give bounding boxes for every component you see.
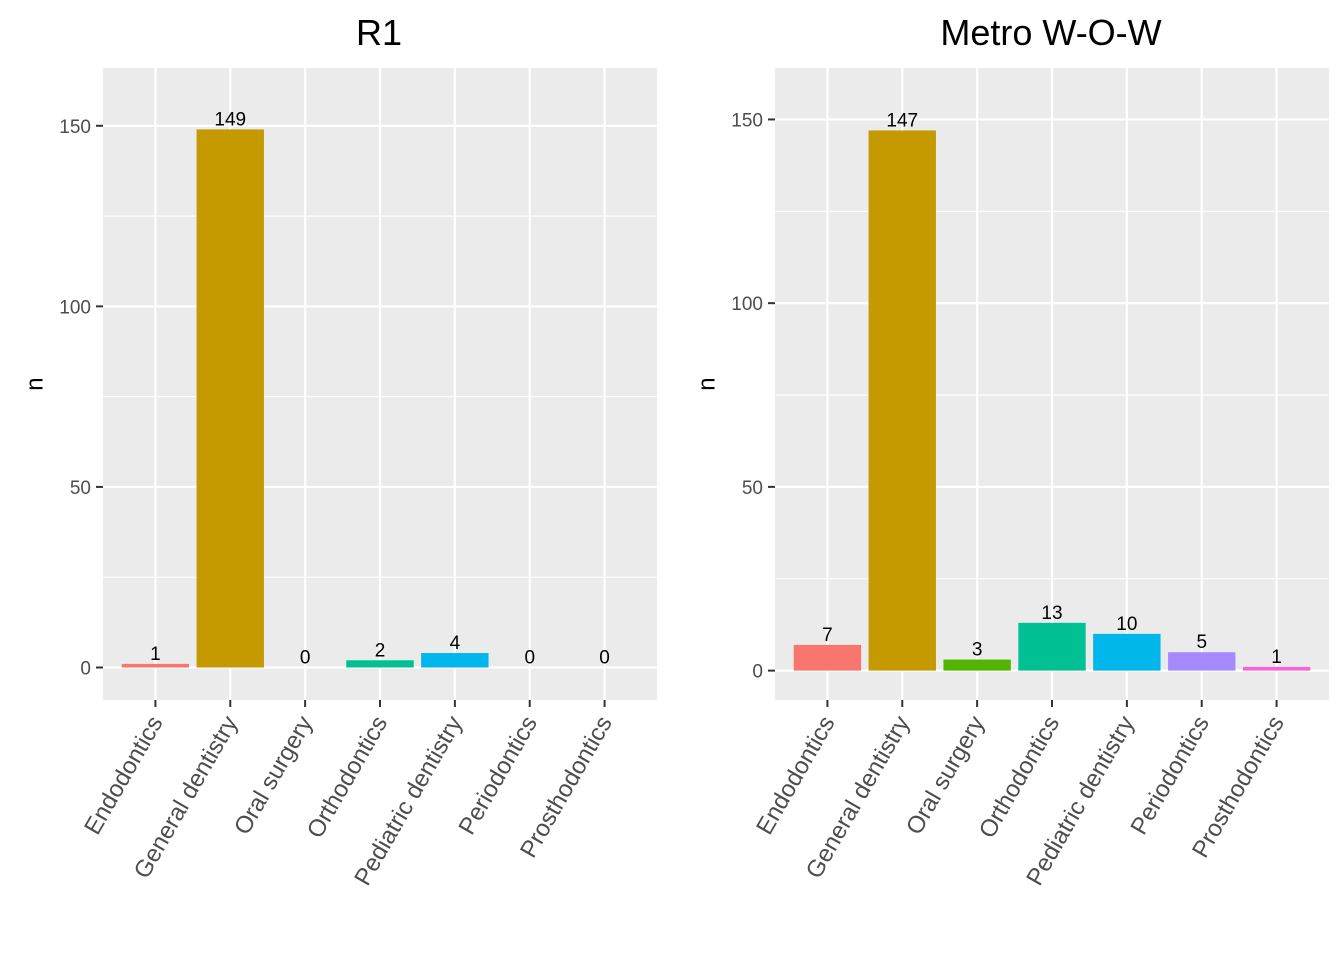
data-label: 1 — [150, 644, 161, 665]
y-tick-label: 100 — [59, 297, 91, 318]
data-label: 1 — [1271, 647, 1282, 668]
y-tick-label: 150 — [731, 110, 763, 131]
bar-pediatric-dentistry — [1093, 633, 1161, 671]
x-tick-label: Endodontics — [79, 712, 168, 840]
bar-oral-surgery — [943, 659, 1011, 671]
bar-orthodontics — [346, 660, 414, 668]
data-label: 149 — [214, 109, 246, 130]
chart-title: Metro W-O-W — [940, 12, 1161, 53]
y-axis-label: n — [693, 377, 720, 390]
data-label: 0 — [524, 647, 535, 668]
data-label: 0 — [300, 647, 311, 668]
data-label: 2 — [375, 640, 386, 661]
bar-endodontics — [121, 663, 190, 668]
bar-prosthodontics — [1242, 666, 1311, 671]
x-tick-label: Oral surgery — [901, 712, 990, 840]
data-label: 7 — [822, 625, 833, 646]
bar-endodontics — [793, 644, 862, 671]
y-tick-label: 50 — [70, 478, 91, 499]
bar-general-dentistry — [196, 129, 264, 668]
bar-orthodontics — [1018, 622, 1086, 671]
chart-title: R1 — [356, 12, 402, 53]
y-tick-label: 100 — [731, 294, 763, 315]
x-tick-label: Periodontics — [454, 712, 543, 840]
y-axis-label: n — [21, 377, 48, 390]
bar-pediatric-dentistry — [421, 653, 489, 668]
y-tick-label: 50 — [742, 478, 763, 499]
x-tick-label: Endodontics — [751, 712, 840, 840]
y-tick-label: 0 — [752, 662, 763, 683]
bar-periodontics — [1168, 652, 1236, 671]
data-label: 4 — [450, 633, 461, 654]
data-label: 13 — [1041, 603, 1062, 624]
y-tick-label: 0 — [80, 658, 91, 679]
data-label: 0 — [599, 647, 610, 668]
data-label: 5 — [1196, 632, 1207, 653]
data-label: 147 — [886, 110, 918, 131]
data-label: 10 — [1116, 614, 1137, 635]
data-label: 3 — [972, 640, 983, 661]
y-tick-label: 150 — [59, 117, 91, 138]
bar-general-dentistry — [868, 130, 936, 671]
x-tick-label: Periodontics — [1126, 712, 1215, 840]
x-tick-label: Oral surgery — [229, 712, 318, 840]
